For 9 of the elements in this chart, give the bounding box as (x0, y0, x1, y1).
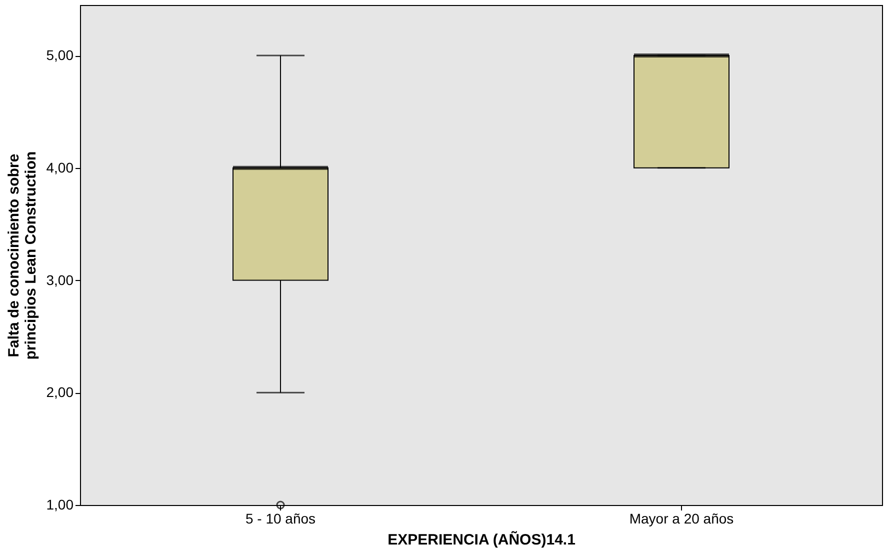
y-tick-label: 4,00 (46, 159, 74, 176)
y-tick-label: 1,00 (46, 496, 74, 512)
y-axis-title: Falta de conocimiento sobre principios Lean Construction (5, 151, 40, 360)
x-tick-label: Mayor a 20 años (629, 510, 734, 526)
y-tick-label: 2,00 (46, 384, 74, 400)
x-axis-title: EXPERIENCIA (AÑOS)14.1 (388, 530, 576, 548)
y-tick-label: 5,00 (46, 47, 74, 64)
y-tick-label: 3,00 (46, 272, 74, 288)
x-tick-label: 5 - 10 años (245, 510, 316, 526)
